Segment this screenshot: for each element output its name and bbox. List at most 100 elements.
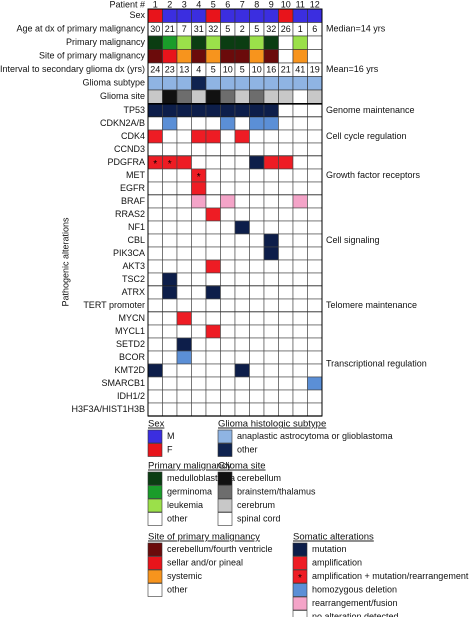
alteration-cell: [205, 389, 221, 404]
alteration-cell: [220, 155, 236, 170]
gene-label: KMT2D: [114, 365, 145, 375]
alteration-cell: [147, 350, 163, 365]
alteration-cell: [292, 259, 308, 274]
legend-swatch: [292, 556, 308, 570]
alteration-cell: [307, 324, 323, 339]
group-label: Telomere maintenance: [326, 300, 417, 310]
alteration-cell: [147, 207, 163, 222]
alteration-cell: [307, 129, 323, 144]
alteration-cell: [147, 285, 163, 300]
alteration-cell: [220, 272, 236, 287]
cell-value: 24: [150, 65, 160, 75]
alteration-cell: [162, 246, 178, 261]
legend-swatch: [292, 569, 308, 584]
legend-label: sellar and/or pineal: [167, 557, 243, 567]
alteration-cell: [263, 142, 279, 157]
alteration-cell: [292, 337, 308, 352]
gene-label: NF1: [128, 222, 145, 232]
clinical-cell: [147, 49, 163, 64]
row-note: Median=14 yrs: [326, 24, 386, 34]
alteration-cell: [191, 376, 207, 391]
alteration-cell: [263, 389, 279, 404]
alteration-cell: [162, 259, 178, 274]
alteration-cell: [249, 402, 265, 417]
alteration-cell: [176, 233, 192, 248]
alteration-cell: [176, 220, 192, 235]
gene-label: MYCN: [119, 313, 146, 323]
legend-label: systemic: [167, 571, 203, 581]
alteration-cell: [234, 311, 250, 326]
legend-label: mutation: [312, 544, 347, 554]
cell-value: 5: [225, 24, 230, 34]
alteration-cell: [147, 103, 163, 118]
alteration-cell: [220, 324, 236, 339]
alteration-cell: [249, 233, 265, 248]
alteration-cell: [249, 181, 265, 196]
alteration-cell: [278, 142, 294, 157]
alteration-cell: [263, 246, 279, 261]
clinical-cell: [278, 35, 294, 50]
cell-value: 10: [252, 65, 262, 75]
cell-value: 23: [165, 65, 175, 75]
alteration-cell: [307, 272, 323, 287]
clinical-cell: [263, 76, 279, 91]
alteration-cell: [176, 337, 192, 352]
alteration-cell: [249, 259, 265, 274]
alteration-cell: [278, 363, 294, 378]
alteration-cell: [220, 103, 236, 118]
alteration-cell: [220, 168, 236, 183]
alteration-cell: [147, 194, 163, 209]
alteration-cell: [205, 194, 221, 209]
alteration-cell: [176, 311, 192, 326]
alteration-cell: [249, 285, 265, 300]
alteration-cell: [220, 246, 236, 261]
alteration-cell: [234, 376, 250, 391]
cell-value: 1: [298, 24, 303, 34]
legend-swatch: [217, 471, 233, 486]
alteration-cell: [205, 311, 221, 326]
alteration-cell: [162, 376, 178, 391]
legend-swatch: [217, 443, 233, 457]
alteration-cell: [249, 337, 265, 352]
alteration-cell: [162, 389, 178, 404]
clinical-cell: [176, 89, 192, 104]
alteration-cell: [263, 324, 279, 339]
alteration-cell: [307, 194, 323, 209]
alteration-cell: [191, 103, 207, 118]
alteration-cell: [234, 350, 250, 365]
alteration-cell: [205, 259, 221, 274]
alteration-cell: [191, 324, 207, 339]
patient-number: 9: [269, 0, 274, 9]
alteration-cell: [234, 207, 250, 222]
clinical-cell: [176, 76, 192, 91]
gene-label: MET: [126, 170, 146, 180]
alteration-cell: [263, 194, 279, 209]
alteration-cell: [278, 324, 294, 339]
legend-title: Primary malignancy: [148, 461, 232, 472]
alteration-cell: [263, 363, 279, 378]
legend-label: other: [167, 584, 188, 594]
alteration-cell: [205, 129, 221, 144]
alteration-cell: [234, 181, 250, 196]
alteration-cell: [147, 220, 163, 235]
alteration-cell: [263, 259, 279, 274]
clinical-cell: [263, 89, 279, 104]
alteration-cell: [205, 363, 221, 378]
legend-label: cerebrum: [237, 500, 275, 510]
alteration-cell: [176, 272, 192, 287]
alteration-cell: [278, 233, 294, 248]
alteration-cell: [220, 389, 236, 404]
alteration-cell: [234, 272, 250, 287]
alteration-cell: [176, 350, 192, 365]
alteration-cell: [263, 220, 279, 235]
alteration-cell: [307, 142, 323, 157]
alteration-cell: [307, 181, 323, 196]
alteration-cell: [263, 207, 279, 222]
alteration-cell: [162, 324, 178, 339]
alteration-cell: [147, 168, 163, 183]
legend-label: homozygous deletion: [312, 584, 397, 594]
alteration-cell: [191, 207, 207, 222]
alteration-cell: [292, 220, 308, 235]
row-label: Primary malignancy: [66, 37, 146, 47]
alteration-cell: [278, 402, 294, 417]
